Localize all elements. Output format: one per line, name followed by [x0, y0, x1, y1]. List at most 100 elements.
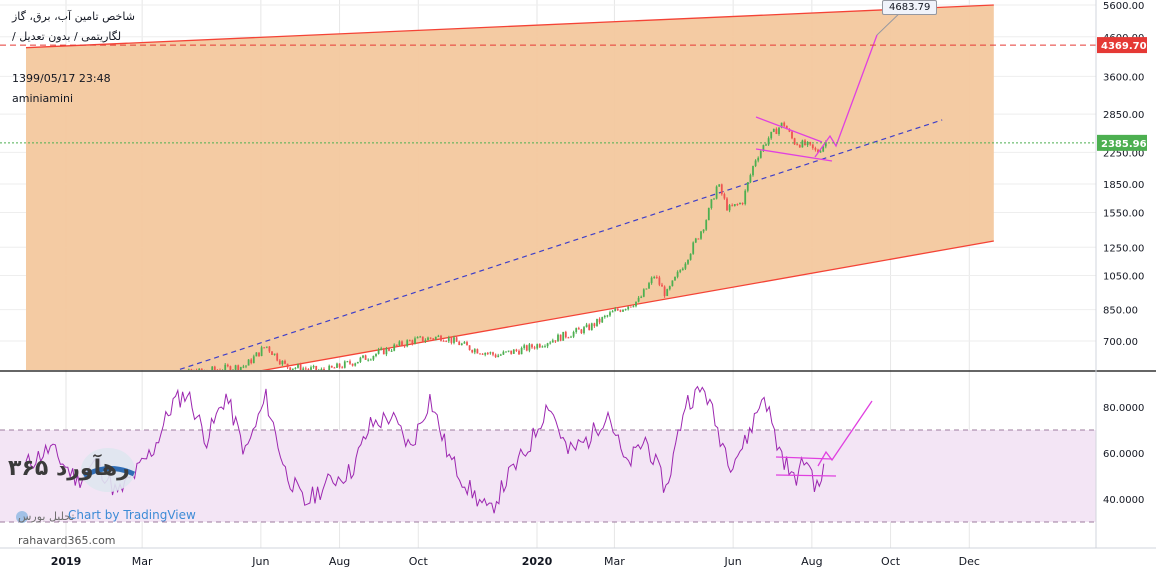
- candle-down: [531, 344, 533, 348]
- watermark-site: rahavard365.com: [18, 534, 116, 547]
- candle-up: [733, 204, 736, 206]
- candle-down: [798, 144, 801, 148]
- candle-up: [754, 160, 757, 167]
- watermark-chart-by: Chart by TradingView: [68, 508, 196, 522]
- time-tick-label: Mar: [604, 555, 625, 568]
- candle-up: [460, 343, 463, 346]
- candle-down: [481, 353, 484, 355]
- candle-up: [255, 352, 258, 357]
- candle-up: [416, 337, 419, 339]
- osc-tick-label: 80.0000: [1103, 403, 1144, 414]
- candle-up: [489, 352, 492, 354]
- candle-up: [681, 268, 684, 271]
- candle-down: [567, 337, 570, 339]
- osc-tick-label: 40.0000: [1103, 495, 1144, 506]
- price-tick-label: 700.00: [1103, 337, 1138, 348]
- candle-down: [219, 369, 221, 370]
- candle-up: [707, 207, 710, 221]
- time-tick-label: Aug: [801, 555, 822, 568]
- candle-down: [445, 340, 448, 342]
- candle-up: [622, 309, 624, 312]
- candle-up: [762, 145, 765, 152]
- candle-up: [354, 363, 357, 366]
- watermark-logo-icon: [81, 448, 136, 492]
- candle-up: [546, 343, 549, 347]
- candle-up: [406, 340, 409, 347]
- candle-down: [395, 344, 398, 346]
- candle-up: [705, 220, 708, 230]
- candle-up: [653, 277, 656, 279]
- channel-lower-line: [261, 240, 994, 370]
- candle-up: [359, 357, 362, 362]
- candle-down: [429, 337, 432, 339]
- candle-down: [814, 148, 817, 150]
- candle-down: [455, 337, 458, 342]
- candle-up: [679, 270, 682, 272]
- candle-up: [499, 354, 502, 356]
- candle-up: [801, 140, 804, 148]
- candle-up: [700, 231, 702, 239]
- candle-up: [437, 335, 440, 337]
- candle-up: [343, 361, 346, 368]
- candle-up: [265, 346, 268, 348]
- candle-up: [601, 317, 604, 323]
- candle-down: [250, 359, 253, 364]
- candle-up: [520, 347, 523, 355]
- wedge-lower-line: [755, 148, 833, 162]
- candle-up: [570, 336, 572, 338]
- candle-up: [702, 229, 705, 232]
- time-tick-label: Oct: [881, 555, 901, 568]
- candle-down: [593, 323, 596, 327]
- candle-up: [575, 328, 578, 333]
- candle-down: [775, 128, 778, 135]
- candle-down: [809, 142, 812, 145]
- candle-up: [767, 138, 770, 145]
- candle-up: [585, 324, 588, 328]
- candle-up: [642, 289, 645, 297]
- candle-up: [744, 190, 747, 204]
- candle-up: [484, 352, 487, 355]
- channel-mid-line: [176, 119, 943, 370]
- candle-down: [796, 144, 799, 146]
- candle-down: [658, 277, 661, 285]
- candle-up: [260, 347, 263, 356]
- candle-up: [239, 366, 242, 370]
- chart-title: شاخص تامین آب، برق، گاز: [12, 10, 135, 23]
- candle-down: [382, 348, 385, 355]
- candle-up: [369, 359, 372, 361]
- chart-author: aminiamini: [12, 92, 74, 105]
- candle-up: [606, 315, 609, 317]
- candle-up: [390, 350, 393, 352]
- candle-up: [819, 151, 822, 153]
- candle-up: [247, 359, 250, 366]
- candle-down: [793, 138, 796, 145]
- candle-down: [476, 349, 479, 354]
- tradingview-icon: [16, 511, 28, 523]
- candle-down: [351, 363, 354, 366]
- candle-down: [286, 363, 289, 368]
- candle-up: [297, 364, 299, 368]
- candle-down: [349, 361, 351, 364]
- candle-up: [715, 186, 718, 199]
- candle-up: [694, 238, 697, 243]
- candle-up: [320, 368, 323, 370]
- candle-up: [294, 367, 297, 369]
- candle-down: [315, 365, 318, 370]
- watermark-sub: تحلیل بورس: [18, 510, 75, 523]
- candle-up: [674, 276, 676, 281]
- candle-down: [388, 348, 390, 351]
- candle-down: [299, 364, 302, 370]
- candle-up: [645, 288, 648, 290]
- projection-path: [814, 34, 878, 158]
- candle-up: [393, 344, 396, 351]
- time-tick-label: Aug: [329, 555, 350, 568]
- candle-down: [655, 277, 658, 279]
- candle-up: [281, 360, 284, 365]
- candle-down: [811, 144, 814, 149]
- candle-down: [629, 306, 632, 308]
- candle-down: [588, 324, 591, 330]
- time-tick-label: Jun: [724, 555, 742, 568]
- candle-down: [736, 204, 739, 206]
- candle-down: [726, 198, 728, 211]
